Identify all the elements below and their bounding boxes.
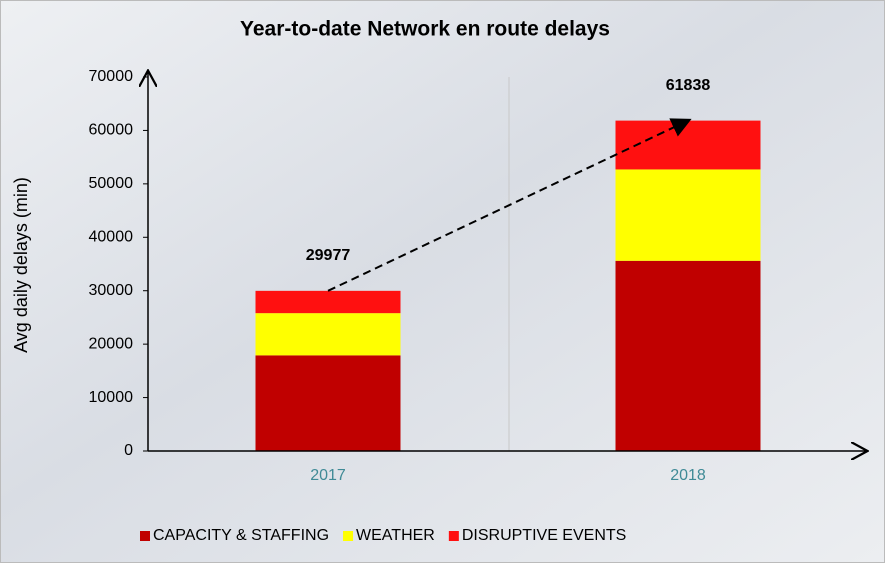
chart-title: Year-to-date Network en route delays <box>240 18 610 41</box>
bar-segment <box>256 355 401 451</box>
bar-segment <box>256 291 401 313</box>
total-label: 29977 <box>306 247 351 264</box>
y-tick-label: 20000 <box>89 335 134 352</box>
bar-segment <box>616 261 761 451</box>
x-tick-label: 2018 <box>670 467 706 484</box>
y-tick-label: 40000 <box>89 229 134 246</box>
y-tick-label: 30000 <box>89 282 134 299</box>
x-tick-label: 2017 <box>310 467 346 484</box>
bar-segment <box>616 169 761 260</box>
legend-label: CAPACITY & STAFFING <box>153 527 329 544</box>
y-tick-label: 50000 <box>89 175 134 192</box>
total-label: 61838 <box>666 77 711 94</box>
y-tick-label: 10000 <box>89 389 134 406</box>
legend-label: WEATHER <box>356 527 435 544</box>
bar-segment <box>256 313 401 355</box>
y-tick-label: 70000 <box>89 68 134 85</box>
legend-swatch <box>140 531 150 541</box>
legend-label: DISRUPTIVE EVENTS <box>462 527 626 544</box>
y-tick-label: 0 <box>124 442 133 459</box>
legend-swatch <box>343 531 353 541</box>
legend-swatch <box>449 531 459 541</box>
y-tick-label: 60000 <box>89 122 134 139</box>
chart: Year-to-date Network en route delays Avg… <box>0 0 885 563</box>
y-axis-label: Avg daily delays (min) <box>11 177 31 353</box>
